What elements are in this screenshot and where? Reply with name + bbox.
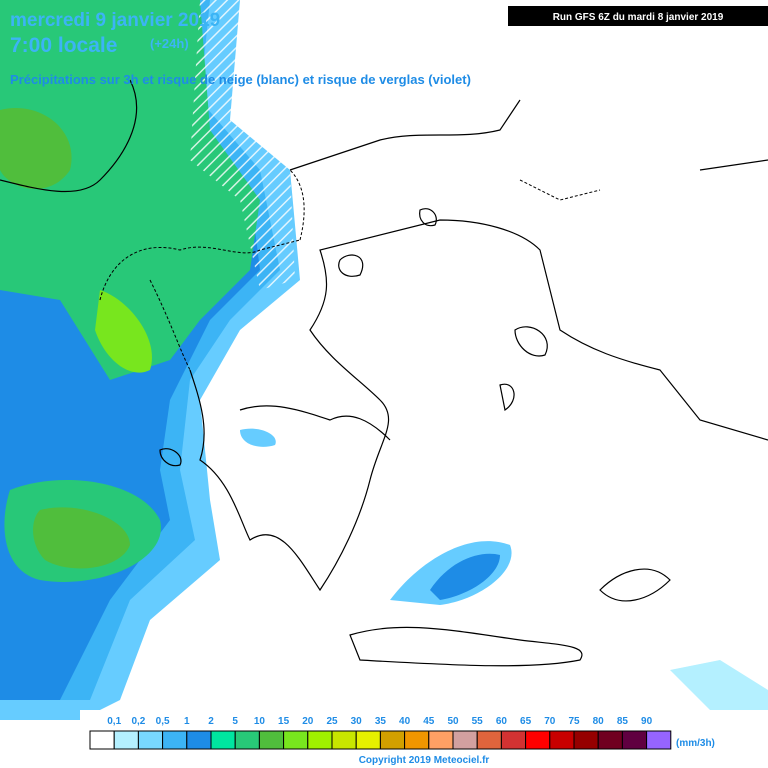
legend-label: 75 [568, 716, 580, 727]
legend-label: 50 [447, 716, 459, 727]
border [99, 169, 601, 371]
legend-label: 2 [208, 716, 214, 727]
legend-label: 0,1 [107, 716, 121, 727]
legend-swatch [597, 730, 623, 750]
legend-label: 20 [302, 716, 314, 727]
legend-label: 1 [184, 716, 190, 727]
legend-label: 55 [472, 716, 484, 727]
legend-swatch [355, 730, 381, 750]
run-box [508, 6, 768, 26]
legend-swatch [186, 730, 212, 750]
legend-swatch [379, 730, 406, 750]
legend-label: 60 [496, 716, 508, 727]
legend-swatch [500, 730, 527, 750]
legend-swatch [258, 730, 285, 750]
legend-label: 70 [544, 716, 556, 727]
legend-swatch [162, 730, 188, 750]
copyright: Copyright 2019 Meteociel.fr [359, 755, 490, 766]
legend-label: 0,5 [156, 716, 170, 727]
legend-swatch [573, 730, 599, 750]
legend-label: 40 [399, 716, 411, 727]
legend-unit: (mm/3h) [676, 738, 715, 749]
legend-swatch [404, 730, 430, 750]
legend-swatch [234, 730, 260, 750]
legend-swatch [331, 730, 357, 750]
legend-swatch [646, 730, 672, 750]
legend-swatch [283, 730, 309, 750]
legend-label: 90 [641, 716, 653, 727]
legend-swatch [452, 730, 478, 750]
time: 7:00 locale [10, 34, 117, 57]
legend-label: 30 [351, 716, 363, 727]
legend-label: 35 [375, 716, 387, 727]
run-label: Run GFS 6Z du mardi 8 janvier 2019 [553, 12, 724, 23]
legend-label: 85 [617, 716, 629, 727]
description: Précipitations sur 3h et risque de neige… [10, 72, 471, 87]
legend-swatch [428, 730, 454, 750]
legend-swatch [525, 730, 551, 750]
legend-label: 45 [423, 716, 435, 727]
coastline [0, 79, 768, 667]
legend-swatch [89, 730, 115, 750]
legend-label: 25 [326, 716, 338, 727]
lead-time: (+24h) [150, 36, 189, 51]
legend-label: 15 [278, 716, 290, 727]
legend-label: 80 [593, 716, 605, 727]
legend-label: 10 [254, 716, 266, 727]
legend: 0,1 0,2 0,5 1 2 5 10 15 20 25 30 35 40 45 50 55 60 65 70 75… [89, 716, 672, 750]
legend-label: 5 [232, 716, 238, 727]
legend-swatch [137, 730, 164, 750]
legend-swatch [476, 730, 502, 750]
legend-swatch [621, 730, 648, 750]
precipitation [0, 0, 768, 720]
legend-swatch [113, 730, 139, 750]
title: mercredi 9 janvier 2019 [10, 10, 220, 31]
legend-swatch [210, 730, 236, 750]
legend-swatch [307, 730, 333, 750]
legend-label: 0,2 [131, 716, 145, 727]
legend-label: 65 [520, 716, 532, 727]
legend-swatch [549, 730, 575, 750]
